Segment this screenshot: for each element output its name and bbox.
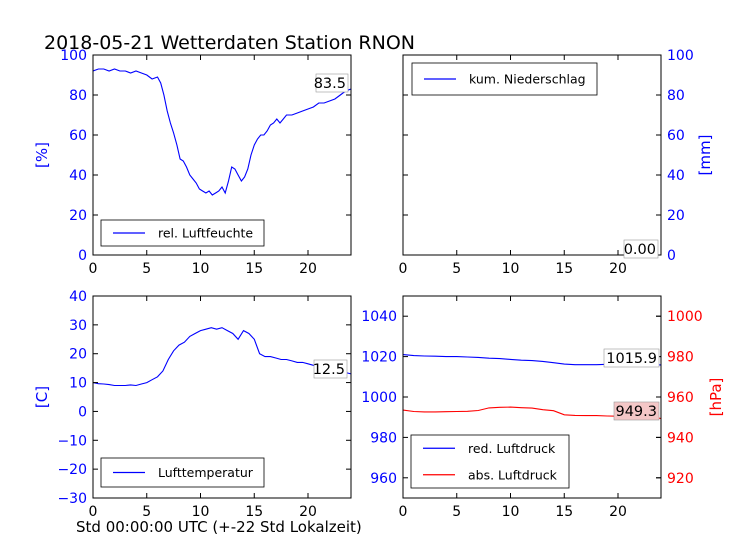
y-axis-label: [%]	[33, 142, 51, 168]
x-tick-label: 10	[502, 261, 520, 277]
y-tick-label: 80	[69, 88, 87, 104]
x-tick-label: 0	[89, 261, 98, 277]
y-tick-label: 40	[667, 168, 685, 184]
x-tick-label: 10	[192, 504, 210, 520]
value-label: 0.00	[624, 242, 656, 258]
legend-label-1: abs. Luftdruck	[468, 467, 558, 482]
x-tick-label: 10	[192, 261, 210, 277]
y-tick-label: 10	[69, 376, 87, 392]
value-label: 1015.9	[606, 351, 657, 367]
y-tick-label: 20	[69, 208, 87, 224]
value-label: 12.5	[313, 362, 345, 378]
y-tick-label: −20	[57, 462, 87, 478]
legend-label-0: Lufttemperatur	[158, 465, 254, 480]
y-tick-label: 980	[370, 430, 397, 446]
x-tick-label: 0	[89, 504, 98, 520]
x-tick-label: 10	[502, 504, 520, 520]
x-tick-label: 20	[299, 504, 317, 520]
y-tick-label: −30	[57, 491, 87, 507]
x-tick-label: 5	[452, 261, 461, 277]
y-tick-label: 60	[69, 128, 87, 144]
x-tick-label: 20	[609, 261, 627, 277]
value-label: 949.3	[615, 404, 657, 420]
humidity-panel: 0 5 10 15 20 0 20 40 60 80 100 [%] rel. Luftfeuchte 8…	[33, 48, 352, 277]
y2-tick-label: 1000	[667, 309, 703, 325]
x-tick-label: 0	[399, 261, 408, 277]
temperature-panel: 0 5 10 15 20 −30 −20 −10 0 10 20 30 40 [C] Lufttempera…	[33, 289, 352, 520]
x-tick-label: 20	[609, 504, 627, 520]
value-label-box	[603, 348, 660, 368]
x-tick-label: 15	[555, 261, 573, 277]
value-label-box	[315, 73, 349, 93]
x-tick-label: 15	[555, 504, 573, 520]
y-tick-label: 40	[69, 168, 87, 184]
y-tick-label: 1020	[361, 350, 397, 366]
y2-tick-label: 980	[667, 350, 694, 366]
value-label: 83.5	[314, 76, 346, 92]
value-label-box	[313, 359, 348, 379]
y2-axis-label: [hPa]	[707, 378, 725, 417]
value-label-box	[613, 401, 660, 421]
y-tick-label: 60	[667, 128, 685, 144]
axes-frame	[402, 54, 662, 256]
y-tick-label: 1000	[361, 390, 397, 406]
legend-label-0: red. Luftdruck	[468, 441, 556, 456]
x-axis-caption: Std 00:00:00 UTC (+-22 Std Lokalzeit)	[76, 518, 362, 536]
x-tick-label: 5	[142, 261, 151, 277]
y-tick-label: 0	[78, 404, 87, 420]
y-tick-label: 30	[69, 318, 87, 334]
series-line-0	[93, 327, 351, 387]
x-tick-label: 20	[299, 261, 317, 277]
y-tick-label: 1040	[361, 309, 397, 325]
x-tick-label: 0	[399, 504, 408, 520]
axes-frame	[92, 295, 352, 499]
figure-title: 2018-05-21 Wetterdaten Station RNON	[44, 32, 415, 54]
x-tick-label: 15	[245, 504, 263, 520]
y-tick-label: 20	[667, 208, 685, 224]
y-tick-label: 40	[69, 289, 87, 305]
value-label-box	[623, 239, 659, 259]
x-tick-label: 5	[142, 504, 151, 520]
y2-tick-label: 960	[667, 390, 694, 406]
y-tick-label: 0	[78, 248, 87, 264]
y-tick-label: 100	[60, 48, 87, 64]
y-tick-label: 100	[667, 48, 694, 64]
y2-tick-label: 920	[667, 471, 694, 487]
y-axis-label: [mm]	[696, 135, 714, 176]
precipitation-panel: 0 5 10 15 20 0 20 40 60 80 100 [mm] kum. Niederschla…	[399, 48, 714, 277]
y-axis-label: [C]	[33, 386, 51, 408]
axes-frame	[92, 54, 352, 256]
series-line-0	[93, 68, 351, 196]
x-tick-label: 15	[245, 261, 263, 277]
y-tick-label: 0	[667, 248, 676, 264]
legend-label-0: rel. Luftfeuchte	[158, 226, 253, 241]
legend-label-0: kum. Niederschlag	[469, 72, 586, 87]
x-tick-label: 5	[452, 504, 461, 520]
y-tick-label: 20	[69, 347, 87, 363]
legend-box	[410, 434, 570, 489]
y-tick-label: −10	[57, 433, 87, 449]
y-tick-label: 960	[370, 471, 397, 487]
y2-tick-label: 940	[667, 430, 694, 446]
pressure-panel: 0 5 10 15 20 960 980 1000 1020 1040 920 940 960 980 10…	[361, 295, 725, 520]
y-tick-label: 80	[667, 88, 685, 104]
